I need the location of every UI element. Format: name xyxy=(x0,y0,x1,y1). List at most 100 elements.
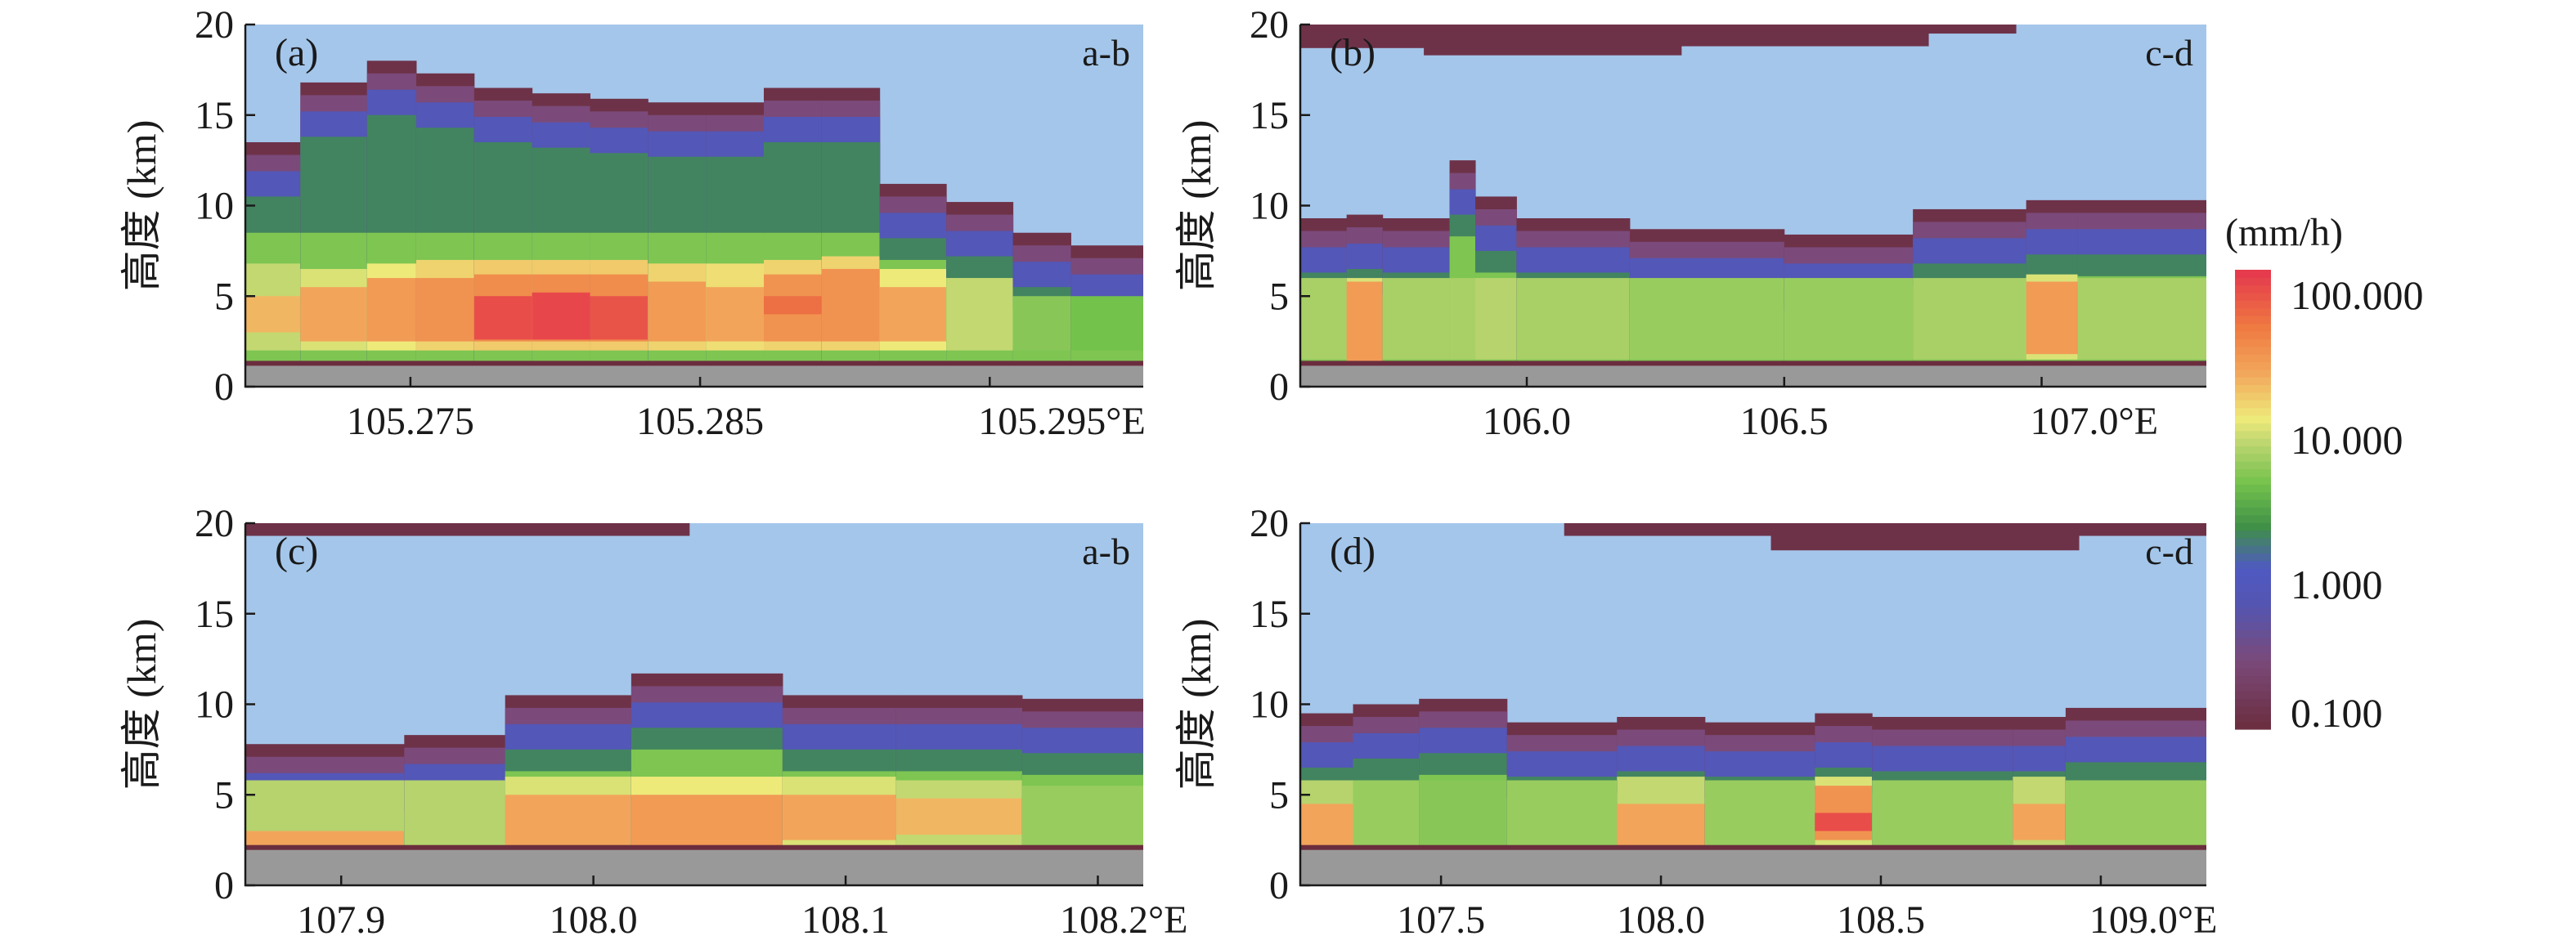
y-tick-label: 20 xyxy=(195,3,234,47)
precip-core-cell xyxy=(2013,804,2067,840)
colorbar-segment xyxy=(2235,476,2271,485)
precip-core-cell xyxy=(1516,278,1631,360)
colorbar: (mm/h) 100.000 10.000 1.000 0.100 xyxy=(2225,211,2424,736)
precip-core-cell xyxy=(1300,278,1348,360)
colorbar-segment xyxy=(2235,307,2271,316)
y-tick-label: 0 xyxy=(214,864,234,907)
y-tick-label: 0 xyxy=(1269,864,1289,907)
y-tick-label: 10 xyxy=(195,185,234,228)
precip-core-cell xyxy=(879,287,947,342)
colorbar-segment xyxy=(2235,484,2271,493)
panel-label: (d) xyxy=(1330,530,1376,573)
precip-core-cell xyxy=(895,798,1023,835)
x-tick-label: 106.5 xyxy=(1740,400,1829,443)
precip-core-cell xyxy=(1021,786,1143,849)
colorbar-segment xyxy=(2235,361,2271,370)
colorbar-segment xyxy=(2235,453,2271,462)
precip-core-cell xyxy=(946,278,1014,351)
colorbar-segment xyxy=(2235,644,2271,653)
colorbar-segment xyxy=(2235,384,2271,393)
terrain-edge xyxy=(1300,361,2206,366)
y-tick-label: 20 xyxy=(195,502,234,545)
colorbar-segment xyxy=(2235,721,2271,730)
upper-cloud-cell xyxy=(1424,25,1682,56)
y-axis-label: 高度 (km) xyxy=(119,619,164,790)
colorbar-tick-label: 1.000 xyxy=(2291,562,2383,607)
x-tick-label: 109.0°E xyxy=(2089,898,2218,942)
colorbar-segment xyxy=(2235,354,2271,362)
terrain xyxy=(1300,849,2206,885)
y-tick-label: 5 xyxy=(214,773,234,817)
colorbar-segment xyxy=(2235,629,2271,638)
y-tick-label: 0 xyxy=(214,365,234,409)
precip-core-cell xyxy=(706,287,765,342)
y-tick-label: 20 xyxy=(1250,502,1289,545)
colorbar-segment xyxy=(2235,714,2271,723)
section-label: c-d xyxy=(2145,531,2193,572)
colorbar-segment xyxy=(2235,660,2271,669)
colorbar-segment xyxy=(2235,284,2271,293)
precip-core-cell xyxy=(404,780,506,849)
y-tick-label: 5 xyxy=(1269,773,1289,817)
colorbar-segment xyxy=(2235,330,2271,339)
precip-core-cell xyxy=(1353,780,1420,849)
colorbar-segment xyxy=(2235,553,2271,562)
x-tick-label: 108.2°E xyxy=(1060,898,1188,942)
colorbar-segment xyxy=(2235,369,2271,378)
y-tick-label: 15 xyxy=(1250,593,1289,636)
terrain xyxy=(245,849,1143,885)
panel-1: 0 5 10 15 20 105.275 105.285 105.295°E 高度 (km) (a… xyxy=(119,3,1146,443)
precip-core-cell xyxy=(1913,278,2027,360)
x-tick-label: 107.5 xyxy=(1397,898,1485,942)
colorbar-segment xyxy=(2235,392,2271,401)
colorbar-segment xyxy=(2235,407,2271,416)
colorbar-segment xyxy=(2235,591,2271,600)
colorbar-segment xyxy=(2235,316,2271,325)
colorbar-segment xyxy=(2235,338,2271,347)
section-label: a-b xyxy=(1082,32,1130,74)
colorbar-segment xyxy=(2235,675,2271,684)
panel-3: 0 5 10 15 20 107.9 108.0 108.1 108.2°E 高度 (km) (c)… xyxy=(119,502,1187,942)
terrain xyxy=(245,365,1143,387)
colorbar-segment xyxy=(2235,323,2271,332)
precip-core-cell xyxy=(1704,780,1815,849)
precip-core-cell xyxy=(1070,296,1143,351)
x-tick-label: 105.275 xyxy=(347,400,474,443)
colorbar-segment xyxy=(2235,438,2271,447)
section-label: a-b xyxy=(1082,531,1130,572)
colorbar-segment xyxy=(2235,507,2271,516)
precip-core-cell xyxy=(245,296,301,333)
colorbar-title: (mm/h) xyxy=(2225,211,2343,254)
upper-cloud-cell xyxy=(2079,523,2206,536)
colorbar-segment xyxy=(2235,598,2271,607)
precip-core-cell xyxy=(1300,804,1354,849)
colorbar-segment xyxy=(2235,691,2271,700)
colorbar-segment xyxy=(2235,698,2271,707)
colorbar-segment xyxy=(2235,545,2271,554)
section-label: c-d xyxy=(2145,32,2193,74)
precip-core-cell xyxy=(2077,278,2206,360)
y-tick-label: 0 xyxy=(1269,365,1289,409)
precip-core-cell xyxy=(590,296,648,340)
y-tick-label: 10 xyxy=(1250,185,1289,228)
colorbar-segment xyxy=(2235,614,2271,623)
colorbar-segment xyxy=(2235,568,2271,577)
precip-core-cell xyxy=(1815,813,1873,831)
colorbar-segment xyxy=(2235,683,2271,692)
colorbar-segment xyxy=(2235,377,2271,386)
colorbar-segment xyxy=(2235,584,2271,592)
plot-area xyxy=(245,523,1143,885)
y-axis-label: 高度 (km) xyxy=(1174,619,1219,790)
colorbar-segment xyxy=(2235,530,2271,539)
upper-cloud-cell xyxy=(1770,523,2080,551)
panel-label: (a) xyxy=(275,31,318,74)
precip-core-cell xyxy=(1872,780,2013,849)
colorbar-segment xyxy=(2235,468,2271,477)
x-tick-label: 107.9 xyxy=(297,898,385,942)
precip-core-cell xyxy=(2065,780,2206,849)
colorbar-segment xyxy=(2235,652,2271,661)
y-tick-label: 10 xyxy=(1250,683,1289,727)
precip-core-cell xyxy=(505,795,632,846)
x-tick-label: 108.0 xyxy=(550,898,638,942)
